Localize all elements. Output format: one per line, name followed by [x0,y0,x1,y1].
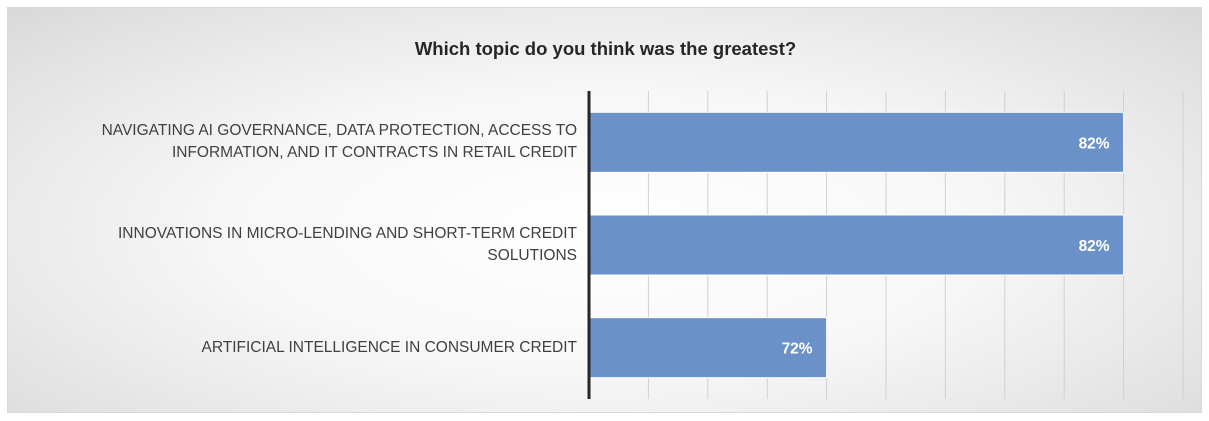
category-label: ARTIFICIAL INTELLIGENCE IN CONSUMER CRED… [17,337,578,359]
bar-data-label: 82% [1079,238,1110,255]
bar-data-label: 72% [782,341,813,358]
category-label: INNOVATIONS IN MICRO-LENDING AND SHORT-T… [17,223,577,267]
chart-frame: Which topic do you think was the greates… [7,7,1202,413]
bar [588,317,828,379]
category-label-line: INNOVATIONS IN MICRO-LENDING AND SHORT-T… [118,225,577,242]
category-label-line: SOLUTIONS [487,247,577,264]
category-label-line: NAVIGATING AI GOVERNANCE, DATA PROTECTIO… [101,122,577,140]
bar-data-label: 82% [1079,135,1110,152]
chart-title: Which topic do you think was the greates… [414,38,797,59]
category-label: NAVIGATING AI GOVERNANCE, DATA PROTECTIO… [17,120,577,164]
bar [588,214,1125,276]
category-label-line: INFORMATION, AND IT CONTRACTS IN RETAIL … [171,144,577,162]
bar [588,111,1125,173]
bar-chart-plot: 82% 82% 72% [587,91,1184,399]
category-label-line: ARTIFICIAL INTELLIGENCE IN CONSUMER CRED… [201,338,578,356]
